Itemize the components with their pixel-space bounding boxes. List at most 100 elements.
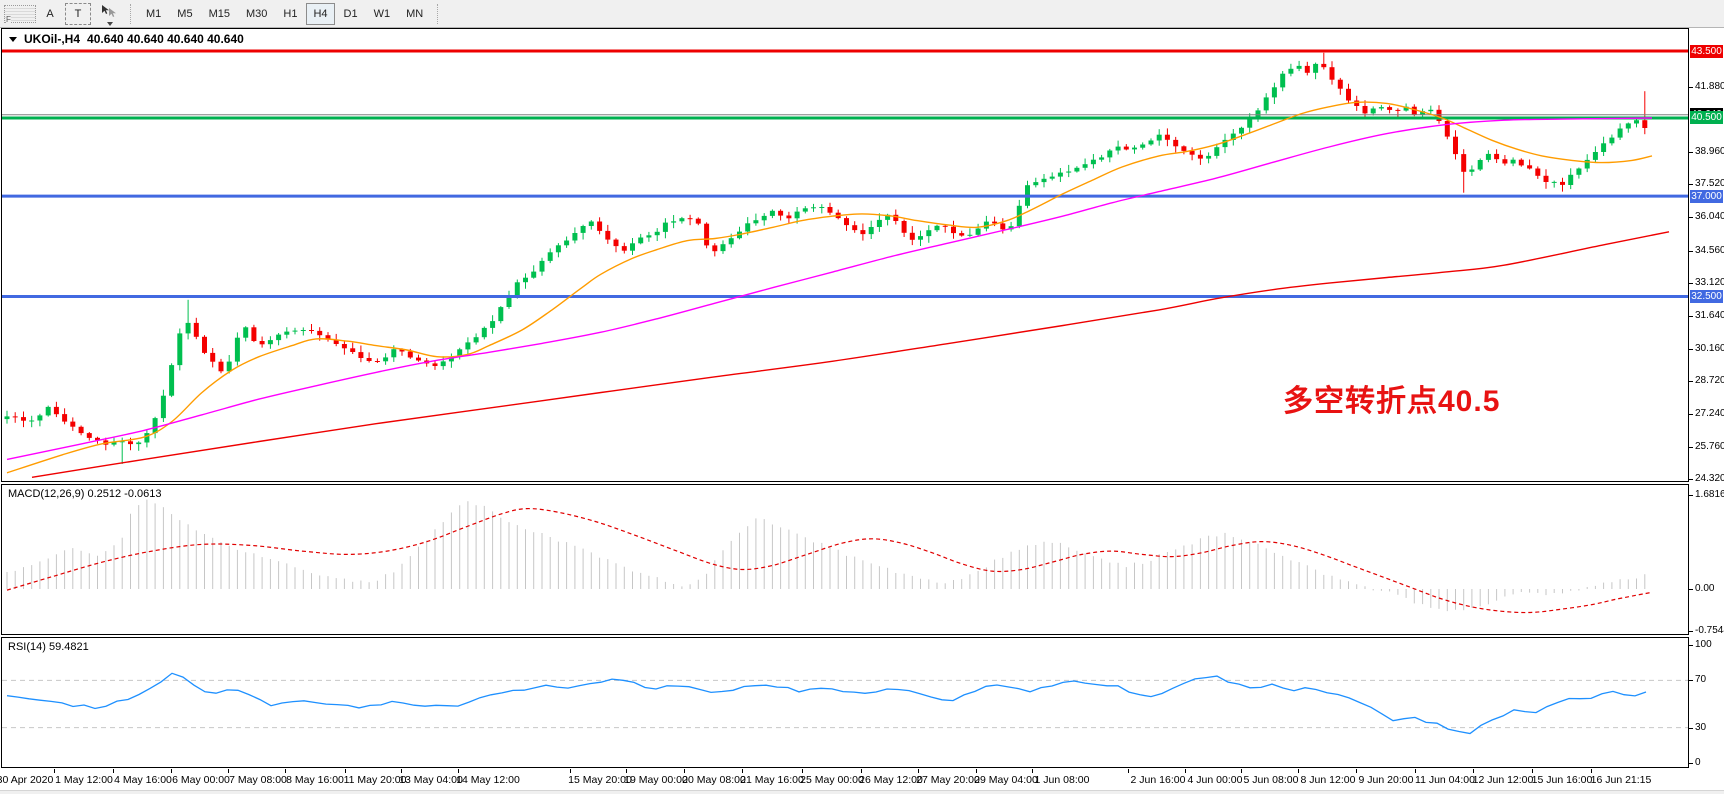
time-axis-label: 15 May 20:00 (568, 774, 632, 786)
indicator-scale-label: 0 (1695, 757, 1701, 768)
bottom-strip (0, 790, 1724, 794)
timeframe-button-m5[interactable]: M5 (170, 3, 199, 25)
indicator-scale-label: 30 (1695, 721, 1707, 733)
price-scale-label: 31.640 (1695, 309, 1724, 321)
time-axis-label: 29 May 04:00 (974, 774, 1038, 786)
indicator-scale-label: 0.00 (1695, 583, 1715, 594)
price-badge-32.500: 32.500 (1690, 289, 1723, 303)
macd-indicator-pane[interactable]: MACD(12,26,9) 0.2512 -0.0613 (1, 484, 1689, 635)
indicator-scale-tick (1689, 645, 1693, 646)
rsi-indicator-pane[interactable]: RSI(14) 59.4821 (1, 637, 1689, 768)
indicator-scale-tick (1689, 495, 1693, 497)
rsi-label: RSI(14) 59.4821 (8, 641, 89, 653)
price-scale-tick (1689, 413, 1693, 415)
time-axis-label: 9 Jun 20:00 (1358, 774, 1414, 786)
price-scale[interactable]: 41.880 38.960 37.520 36.040 34.560 33.120 31.6… (1689, 28, 1724, 790)
timeframe-button-m30[interactable]: M30 (239, 3, 274, 25)
time-axis-tick (742, 769, 743, 773)
price-scale-tick (1689, 348, 1693, 350)
price-scale-label: 37.520 (1695, 178, 1724, 190)
time-axis-label: 4 Jun 00:00 (1187, 774, 1243, 786)
time-axis-label: 11 Jun 04:00 (1415, 774, 1475, 786)
price-scale-tick (1689, 380, 1693, 382)
price-scale-label: 30.160 (1695, 342, 1724, 354)
time-axis-label: 2 Jun 16:00 (1130, 774, 1186, 786)
time-axis-tick (345, 769, 346, 773)
time-axis-label: 8 May 16:00 (286, 774, 344, 786)
timeframe-button-h4[interactable]: H4 (306, 2, 335, 25)
time-axis-tick (1415, 769, 1416, 773)
timeframe-button-mn[interactable]: MN (399, 3, 430, 25)
timeframe-button-w1[interactable]: W1 (367, 3, 398, 25)
price-scale-tick (1689, 282, 1693, 284)
price-scale-tick (1689, 87, 1693, 89)
rsi-chart (2, 672, 1688, 735)
time-axis-label: 13 May 04:00 (399, 774, 463, 786)
timeframe-button-m1[interactable]: M1 (139, 3, 168, 25)
time-axis-tick (1591, 769, 1592, 773)
time-axis[interactable]: 30 Apr 2020 1 May 12:00 4 May 16:00 6 May 0… (0, 769, 1689, 790)
timeframe-button-h1[interactable]: H1 (276, 3, 304, 25)
time-axis-label: 11 May 20:00 (343, 774, 407, 786)
time-axis-label: 20 May 08:00 (682, 774, 746, 786)
font-tool-button[interactable]: A (37, 3, 63, 25)
price-scale-label: 34.560 (1695, 244, 1724, 256)
time-axis-tick (1032, 769, 1033, 773)
price-scale-label: 38.960 (1695, 146, 1724, 158)
cursor-arrows-icon (102, 4, 116, 17)
toolbar-grip-icon[interactable]: F (4, 4, 36, 24)
time-axis-tick (1532, 769, 1533, 773)
indicator-scale-tick (1689, 631, 1693, 633)
time-axis-label: 27 May 20:00 (916, 774, 980, 786)
price-badge-43.500: 43.500 (1690, 44, 1723, 58)
text-label-tool-button[interactable]: T (65, 2, 91, 25)
timeframe-button-group: M1 M5 M15 M30 H1 H4 D1 W1 MN (138, 2, 431, 25)
indicator-scale-label: -0.7544 (1695, 625, 1724, 637)
indicator-scale-label: 70 (1695, 674, 1707, 686)
indicator-scale-tick (1689, 589, 1693, 590)
time-axis-tick (976, 769, 977, 773)
time-axis-tick (802, 769, 803, 773)
time-axis-tick (684, 769, 685, 773)
price-scale-label: 27.240 (1695, 407, 1724, 419)
toolbar: F A T M1 M5 M15 M30 H1 H4 D1 W1 MN (0, 0, 1724, 28)
time-axis-tick (1356, 769, 1357, 773)
time-axis-tick (458, 769, 459, 773)
time-axis-label: 19 May 00:00 (624, 774, 688, 786)
time-axis-tick (171, 769, 172, 773)
time-axis-label: 1 Jun 08:00 (1034, 774, 1090, 786)
time-axis-tick (54, 769, 55, 773)
symbol-period-label: UKOil-,H4 (24, 32, 81, 46)
indicator-scale-tick (1689, 763, 1693, 764)
time-axis-label: 12 Jun 12:00 (1472, 774, 1534, 786)
price-scale-tick (1689, 479, 1693, 481)
timeframe-button-d1[interactable]: D1 (337, 3, 365, 25)
price-scale-tick (1689, 184, 1693, 186)
time-axis-label: 21 May 16:00 (740, 774, 804, 786)
main-chart-pane[interactable]: UKOil-,H4 40.640 40.640 40.640 40.640 (1, 28, 1689, 482)
time-axis-label: 6 May 00:00 (172, 774, 230, 786)
price-scale-label: 28.720 (1695, 374, 1724, 386)
macd-label: MACD(12,26,9) 0.2512 -0.0613 (8, 488, 162, 500)
price-scale-label: 33.120 (1695, 276, 1724, 288)
chart-dropdown-icon[interactable] (9, 36, 17, 42)
time-axis-tick (1298, 769, 1299, 773)
time-axis-tick (113, 769, 114, 773)
price-badge-40.500: 40.500 (1690, 111, 1723, 125)
price-scale-tick (1689, 250, 1693, 252)
time-axis-tick (285, 769, 286, 773)
time-axis-label: 30 Apr 2020 (0, 774, 54, 786)
price-scale-tick (1689, 152, 1693, 154)
dropdown-caret-icon (106, 21, 113, 26)
macd-chart (6, 499, 1653, 614)
chart-annotation-text: 多空转折点40.5 (1283, 385, 1501, 418)
candlestick-chart (2, 49, 1688, 478)
cursor-mode-button[interactable] (93, 3, 123, 26)
time-axis-label: 25 May 00:00 (800, 774, 864, 786)
timeframe-button-m15[interactable]: M15 (202, 3, 237, 25)
chart-title: UKOil-,H4 40.640 40.640 40.640 40.640 (9, 32, 244, 46)
time-axis-tick (401, 769, 402, 773)
price-scale-label: 25.760 (1695, 440, 1724, 452)
time-axis-tick (1185, 769, 1186, 773)
